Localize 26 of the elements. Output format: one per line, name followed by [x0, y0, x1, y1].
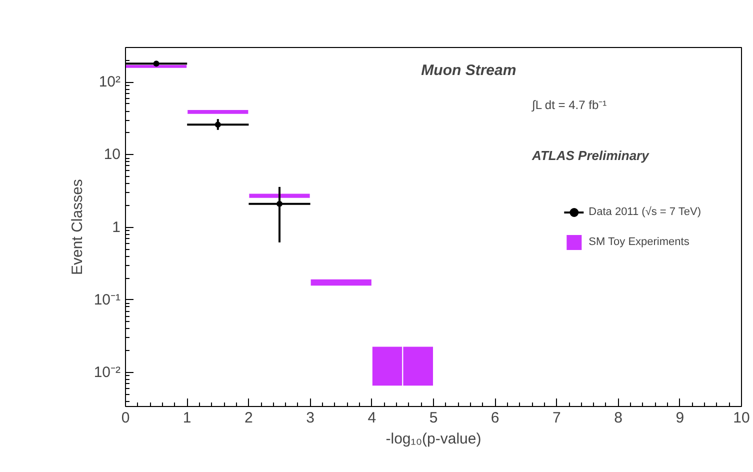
point [276, 200, 282, 207]
x-tick-label: 0 [121, 410, 130, 426]
y-axis-title: Event Classes [68, 179, 86, 275]
x-tick-label: 9 [676, 410, 684, 426]
legend-label: SM Toy Experiments [588, 236, 690, 248]
y-tick-label: 10⁻¹ [94, 291, 121, 308]
point [153, 60, 160, 67]
y-tick-label: 10⁻² [94, 364, 121, 381]
annotation: ∫L dt = 4.7 fb⁻¹ [531, 98, 607, 112]
x-tick-label: 4 [368, 410, 376, 426]
y-tick-label: 10 [104, 146, 121, 164]
x-tick-label: 7 [552, 410, 561, 426]
x-tick-label: 10 [733, 410, 750, 426]
annotation: Muon Stream [421, 62, 516, 79]
annotation: ATLAS Preliminary [531, 148, 650, 164]
y-tick-label: 1 [112, 218, 120, 236]
x-tick-label: 1 [182, 410, 192, 426]
x-tick-label: 5 [429, 410, 438, 426]
x-tick-label: 6 [490, 410, 500, 426]
x-axis-title: -log₁₀(p-value) [386, 430, 482, 448]
y-tick-label: 10² [98, 74, 121, 91]
x-tick-label: 2 [244, 410, 253, 426]
x-tick-label: 3 [306, 410, 314, 426]
x-tick-label: 8 [614, 410, 622, 426]
point [214, 122, 221, 128]
legend-label: Data 2011 (√s = 7 TeV) [588, 206, 701, 218]
